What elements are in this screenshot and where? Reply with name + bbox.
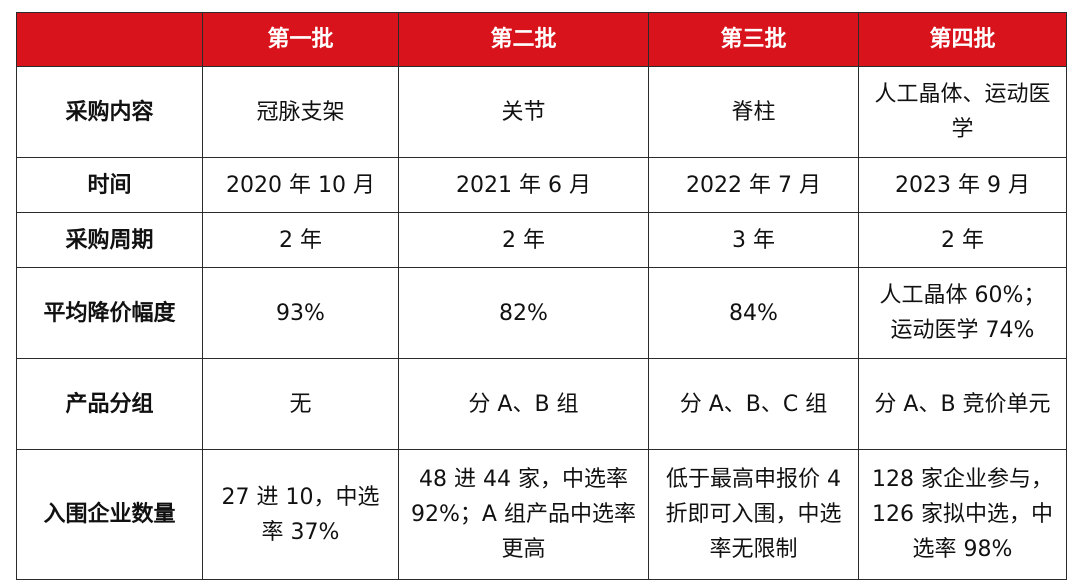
table-cell: 2020 年 10 月 (202, 157, 399, 213)
table-header-row: 第一批 第二批 第三批 第四批 (16, 12, 1067, 67)
header-batch-4: 第四批 (858, 12, 1067, 67)
procurement-comparison-table: 第一批 第二批 第三批 第四批 采购内容 冠脉支架 关节 脊柱 人工晶体、运动医… (16, 12, 1067, 580)
row-label-average-price-cut: 平均降价幅度 (16, 267, 203, 359)
row-label-time: 时间 (16, 157, 203, 213)
table-cell: 脊柱 (648, 66, 859, 158)
table-cell: 3 年 (648, 212, 859, 268)
table-row-product-grouping: 产品分组 无 分 A、B 组 分 A、B、C 组 分 A、B 竞价单元 (16, 358, 1067, 450)
procurement-comparison-table-container: 第一批 第二批 第三批 第四批 采购内容 冠脉支架 关节 脊柱 人工晶体、运动医… (16, 12, 1067, 580)
table-row-procurement-cycle: 采购周期 2 年 2 年 3 年 2 年 (16, 212, 1067, 268)
row-label-shortlisted-companies: 入围企业数量 (16, 449, 203, 580)
table-cell: 27 进 10，中选率 37% (202, 449, 399, 580)
table-cell: 2023 年 9 月 (858, 157, 1067, 213)
table-cell: 低于最高申报价 4 折即可入围，中选率无限制 (648, 449, 859, 580)
table-cell: 128 家企业参与，126 家拟中选，中选率 98% (858, 449, 1067, 580)
table-cell: 84% (648, 267, 859, 359)
table-row-average-price-cut: 平均降价幅度 93% 82% 84% 人工晶体 60%；运动医学 74% (16, 267, 1067, 359)
table-cell: 分 A、B 竞价单元 (858, 358, 1067, 450)
table-cell: 分 A、B、C 组 (648, 358, 859, 450)
table-cell: 48 进 44 家，中选率 92%；A 组产品中选率更高 (398, 449, 649, 580)
table-cell: 2021 年 6 月 (398, 157, 649, 213)
row-label-product-grouping: 产品分组 (16, 358, 203, 450)
header-batch-2: 第二批 (398, 12, 649, 67)
table-cell: 无 (202, 358, 399, 450)
row-label-procurement-content: 采购内容 (16, 66, 203, 158)
row-label-procurement-cycle: 采购周期 (16, 212, 203, 268)
table-cell: 人工晶体、运动医学 (858, 66, 1067, 158)
header-batch-3: 第三批 (648, 12, 859, 67)
table-row-procurement-content: 采购内容 冠脉支架 关节 脊柱 人工晶体、运动医学 (16, 66, 1067, 158)
table-cell: 2 年 (858, 212, 1067, 268)
table-cell: 分 A、B 组 (398, 358, 649, 450)
table-row-time: 时间 2020 年 10 月 2021 年 6 月 2022 年 7 月 202… (16, 157, 1067, 213)
table-cell: 2022 年 7 月 (648, 157, 859, 213)
table-cell: 2 年 (398, 212, 649, 268)
header-batch-1: 第一批 (202, 12, 399, 67)
table-cell: 2 年 (202, 212, 399, 268)
table-cell: 82% (398, 267, 649, 359)
table-row-shortlisted-companies: 入围企业数量 27 进 10，中选率 37% 48 进 44 家，中选率 92%… (16, 449, 1067, 580)
table-cell: 93% (202, 267, 399, 359)
table-cell: 人工晶体 60%；运动医学 74% (858, 267, 1067, 359)
table-cell: 冠脉支架 (202, 66, 399, 158)
header-corner-cell (16, 12, 203, 67)
table-cell: 关节 (398, 66, 649, 158)
